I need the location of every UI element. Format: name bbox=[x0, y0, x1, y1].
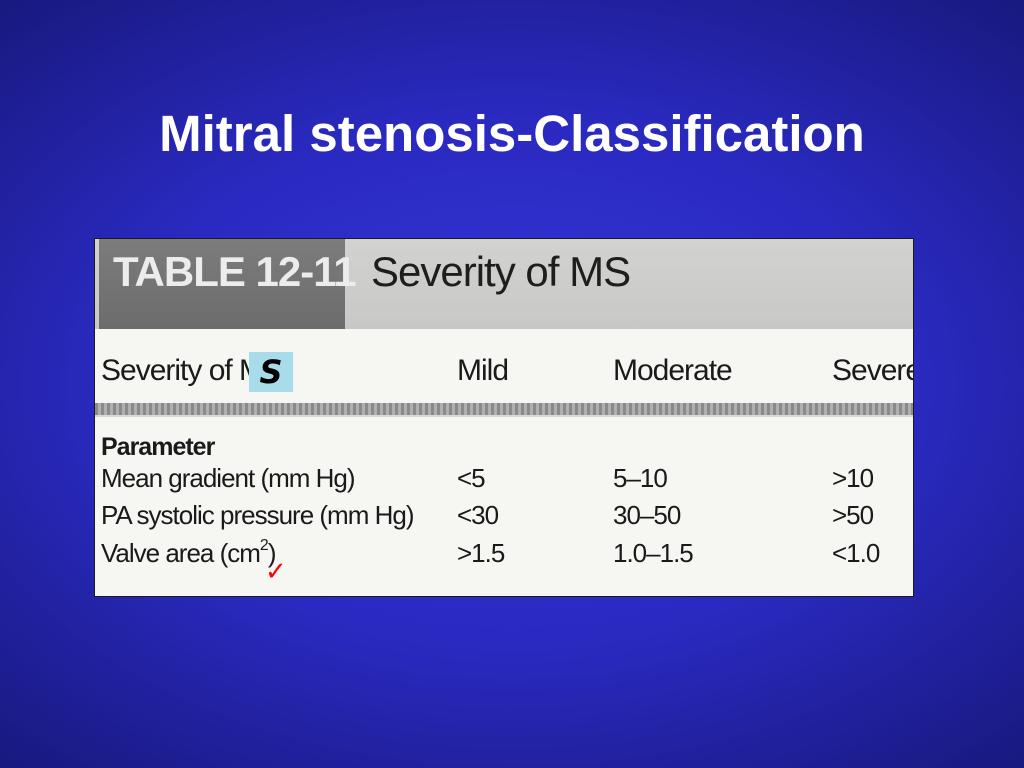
cell-mild: <30 bbox=[457, 500, 499, 530]
cell-severe: <1.0 bbox=[832, 538, 880, 568]
header-rule-thin bbox=[95, 415, 913, 417]
col-header-severe: Severe bbox=[832, 354, 914, 387]
cell-mild: <5 bbox=[457, 463, 486, 493]
cell-moderate: 1.0–1.5 bbox=[613, 538, 694, 568]
red-check-mark-annotation: ✓ bbox=[265, 557, 287, 587]
table-row: Mean gradient (mm Hg) <5 5–10 >10 bbox=[95, 461, 913, 495]
cell-parameter-end: ) bbox=[267, 538, 277, 568]
table-row: Valve area (cm2) >1.5 1.0–1.5 <1.0 bbox=[95, 536, 913, 570]
col-header-moderate: Moderate bbox=[613, 354, 733, 387]
col-header-severity: Severity of M bbox=[101, 354, 264, 387]
table-label: TABLE 12-11 bbox=[113, 248, 357, 295]
severity-table: TABLE 12-11 Severity of MS Severity of M… bbox=[94, 238, 914, 597]
handwritten-s-annotation: S bbox=[249, 352, 293, 392]
header-rule bbox=[95, 403, 913, 415]
cell-parameter: PA systolic pressure (mm Hg) bbox=[101, 500, 414, 530]
cell-mild: >1.5 bbox=[457, 538, 505, 568]
cell-moderate: 30–50 bbox=[613, 500, 681, 530]
parameter-section-label: Parameter bbox=[101, 433, 215, 461]
column-header-row: Severity of M Mild Moderate Severe bbox=[95, 329, 913, 403]
table-label-box: TABLE 12-11 bbox=[99, 239, 357, 329]
cell-parameter: Mean gradient (mm Hg) bbox=[101, 463, 356, 493]
col-header-mild: Mild bbox=[457, 354, 509, 387]
cell-parameter: Valve area (cm2) bbox=[101, 536, 276, 570]
cell-severe: >10 bbox=[832, 463, 874, 493]
cell-severe: >50 bbox=[832, 500, 874, 530]
slide-title: Mitral stenosis-Classification bbox=[159, 105, 865, 162]
cell-parameter-main: Valve area (cm bbox=[101, 538, 261, 568]
cell-moderate: 5–10 bbox=[613, 463, 668, 493]
cell-parameter-superscript: 2 bbox=[259, 537, 269, 555]
table-row: PA systolic pressure (mm Hg) <30 30–50 >… bbox=[95, 498, 913, 532]
table-caption: Severity of MS bbox=[371, 248, 631, 295]
